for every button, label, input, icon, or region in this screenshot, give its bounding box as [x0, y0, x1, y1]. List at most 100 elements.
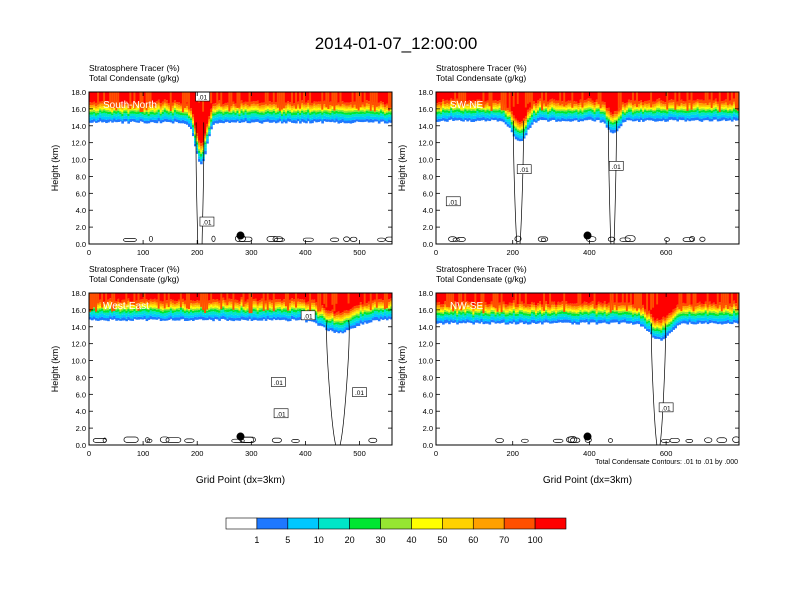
tracer-cell — [720, 103, 724, 106]
tracer-cell — [131, 312, 135, 316]
tracer-cell — [272, 107, 276, 109]
tracer-cell — [109, 293, 112, 299]
tracer-cell — [131, 310, 135, 313]
tracer-cell — [141, 116, 145, 120]
tracer-cell — [159, 117, 163, 121]
tracer-cell — [262, 311, 266, 314]
tracer-cell — [359, 320, 363, 324]
tracer-cell — [107, 308, 110, 311]
tracer-cell — [684, 113, 688, 117]
tracer-cell — [656, 114, 659, 119]
tracer-cell — [254, 293, 258, 299]
tracer-cell — [226, 293, 229, 306]
tracer-cell — [492, 114, 496, 118]
tracer-cell — [121, 116, 124, 119]
tracer-cell — [365, 107, 369, 110]
condensate-contours — [123, 122, 392, 244]
tracer-cell — [133, 92, 136, 109]
tracer-cell — [145, 307, 149, 310]
tracer-cell — [680, 117, 684, 121]
tracer-cell — [522, 125, 526, 128]
tracer-cell — [187, 309, 191, 312]
tracer-cell — [357, 116, 361, 120]
tracer-cell — [680, 110, 684, 113]
tracer-cell — [107, 111, 110, 115]
tracer-cell — [385, 111, 389, 113]
tracer-cell — [325, 315, 328, 318]
tracer-cell — [476, 107, 480, 110]
tracer-cell — [450, 314, 453, 317]
tracer-cell — [95, 108, 98, 110]
tracer-cell — [179, 313, 183, 317]
tracer-cell — [99, 317, 102, 321]
tracer-cell — [341, 111, 345, 115]
tracer-cell — [181, 302, 185, 305]
tracer-cell — [631, 110, 635, 113]
tracer-cell — [321, 323, 324, 327]
tracer-cell — [559, 116, 562, 120]
tracer-cell — [446, 309, 449, 311]
tracer-cell — [436, 119, 439, 122]
tracer-cell — [204, 314, 207, 318]
tracer-cell — [313, 106, 316, 109]
tracer-cell — [127, 110, 130, 113]
tracer-cell — [658, 107, 661, 110]
tracer-cell — [385, 108, 389, 111]
tracer-cell — [664, 92, 667, 103]
tracer-cell — [216, 110, 219, 113]
tracer-cell — [319, 109, 322, 112]
tracer-cell — [117, 119, 120, 122]
contour-label: .01 — [300, 310, 316, 320]
tracer-cell — [212, 92, 215, 104]
tracer-cell — [385, 105, 389, 109]
tracer-cell — [105, 312, 108, 316]
tracer-cell — [452, 99, 455, 103]
tracer-cell — [173, 100, 177, 103]
tracer-cell — [726, 111, 730, 114]
tracer-cell — [323, 113, 326, 116]
tracer-cell — [95, 312, 98, 315]
tracer-cell — [367, 304, 371, 308]
tracer-cell — [131, 307, 135, 309]
tracer-cell — [484, 92, 488, 102]
panel-title-tracer: Stratosphere Tracer (%) — [89, 264, 180, 274]
tracer-cell — [248, 121, 252, 124]
tracer-cell — [210, 307, 213, 310]
tracer-cell — [198, 305, 201, 307]
tracer-cell — [389, 304, 392, 307]
tracer-cell — [280, 110, 284, 113]
tracer-cell — [658, 98, 661, 102]
tracer-cell — [510, 129, 514, 133]
tracer-cell — [179, 309, 183, 314]
tracer-cell — [500, 116, 504, 119]
tracer-cell — [268, 92, 272, 102]
tracer-cell — [335, 92, 338, 106]
tracer-cell — [448, 92, 451, 101]
tracer-cell — [534, 108, 538, 110]
tracer-cell — [194, 310, 197, 313]
tracer-cell — [522, 136, 526, 139]
tracer-cell — [436, 116, 439, 120]
tracer-cell — [299, 317, 302, 320]
tracer-cell — [323, 312, 326, 315]
tracer-cell — [135, 312, 139, 315]
tracer-cell — [442, 104, 445, 106]
tracer-cell — [256, 109, 260, 112]
tracer-cell — [226, 108, 229, 111]
tracer-cell — [349, 120, 353, 124]
tracer-cell — [293, 110, 296, 113]
tracer-cell — [299, 293, 302, 300]
tracer-cell — [173, 310, 177, 313]
tracer-cell — [444, 110, 447, 113]
tracer-cell — [492, 100, 496, 103]
tracer-cell — [456, 114, 459, 119]
tracer-cell — [165, 92, 169, 101]
tracer-cell — [522, 127, 526, 129]
tracer-cell — [589, 104, 593, 106]
tracer-cell — [244, 110, 248, 113]
tracer-cell — [181, 115, 185, 118]
tracer-field — [436, 92, 739, 142]
tracer-cell — [631, 112, 635, 115]
tracer-cell — [666, 109, 669, 112]
